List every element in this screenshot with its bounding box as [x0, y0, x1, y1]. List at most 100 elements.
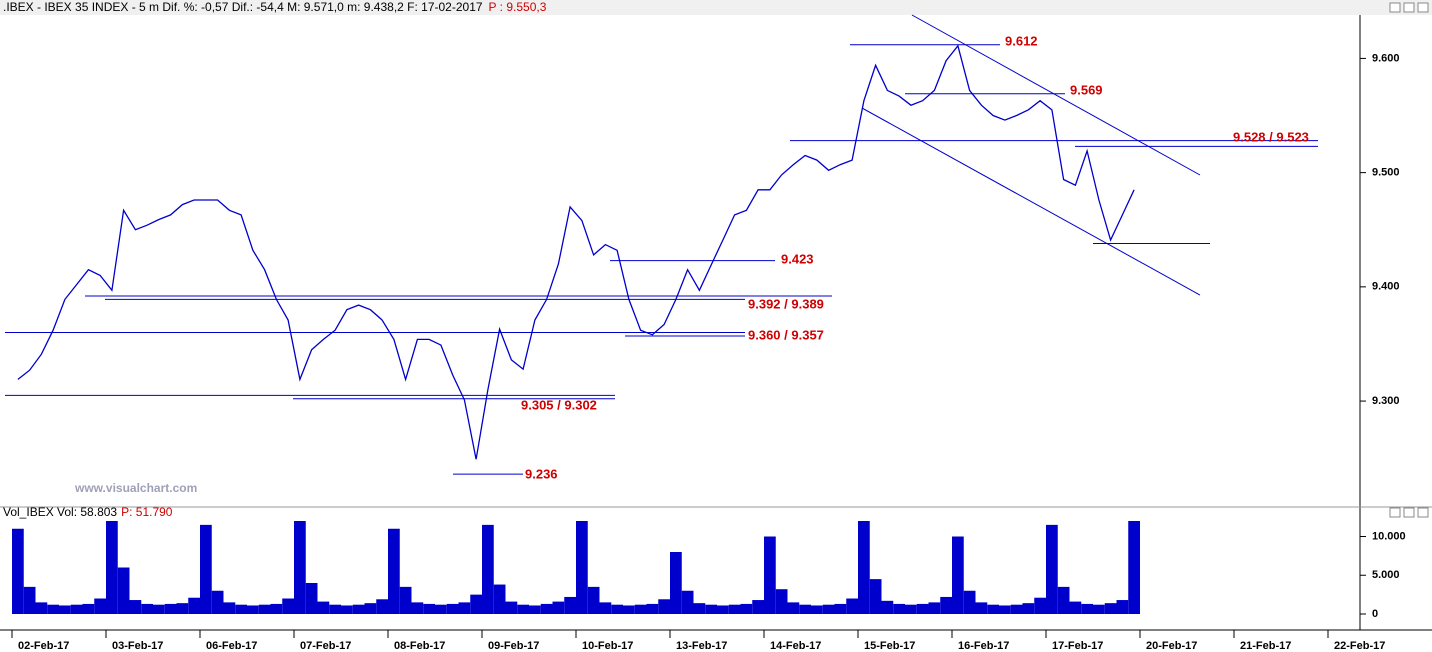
volume-bar: [834, 603, 847, 614]
volume-bar: [258, 604, 271, 614]
x-tick-label: 08-Feb-17: [394, 640, 445, 652]
volume-bar: [599, 602, 612, 614]
button[interactable]: [1403, 2, 1415, 13]
header-title: .IBEX - IBEX 35 INDEX - 5 m Dif. %: -0,5…: [3, 0, 547, 14]
x-tick-label: 06-Feb-17: [206, 640, 257, 652]
x-tick-label: 17-Feb-17: [1052, 640, 1103, 652]
volume-bar: [176, 603, 189, 614]
volume-bar: [70, 604, 83, 614]
volume-title: Vol_IBEX Vol: 58.803: [3, 505, 117, 519]
volume-bar: [59, 605, 71, 614]
volume-bar: [129, 600, 142, 614]
volume-bar: [881, 600, 894, 614]
x-tick-label: 07-Feb-17: [300, 640, 351, 652]
x-tick-label: 15-Feb-17: [864, 640, 915, 652]
volume-bar: [270, 603, 283, 614]
volume-bar: [999, 605, 1011, 614]
x-tick-label: 03-Feb-17: [112, 640, 163, 652]
volume-bar: [505, 601, 518, 614]
volume-bar: [94, 598, 106, 614]
x-tick-label: 22-Feb-17: [1334, 640, 1385, 652]
volume-bar: [247, 605, 259, 614]
volume-bar: [482, 524, 494, 614]
volume-bar: [211, 590, 224, 614]
volume-bar: [928, 602, 941, 614]
volume-bar: [399, 586, 412, 614]
header-text: .IBEX - IBEX 35 INDEX - 5 m Dif. %: -0,5…: [3, 0, 483, 14]
volume-bar: [47, 604, 59, 614]
volume-bar: [341, 605, 353, 614]
y-tick-label: 9.500: [1372, 167, 1400, 179]
volume-bar: [540, 603, 553, 614]
header-bar: [0, 0, 1432, 15]
volume-bar: [282, 598, 294, 614]
volume-bar: [493, 584, 506, 614]
volume-bar: [1010, 604, 1023, 614]
button[interactable]: [1403, 507, 1415, 518]
volume-bar: [200, 524, 212, 614]
window-buttons[interactable]: [1389, 2, 1429, 518]
level-label: 9.305 / 9.302: [521, 397, 597, 412]
volume-bar: [423, 603, 435, 614]
header-price: P : 9.550,3: [489, 0, 547, 14]
button[interactable]: [1389, 2, 1401, 13]
volume-bar: [705, 604, 717, 614]
volume-bar: [1104, 603, 1117, 614]
y-tick-label: 9.300: [1372, 395, 1400, 407]
x-tick-label: 16-Feb-17: [958, 640, 1009, 652]
volume-bar: [305, 583, 318, 614]
button[interactable]: [1417, 507, 1429, 518]
volume-bar: [1116, 600, 1129, 614]
volume-bar: [458, 602, 471, 614]
level-label: 9.360 / 9.357: [748, 327, 824, 342]
volume-bar: [364, 603, 377, 614]
volume-bar: [294, 521, 306, 614]
volume-bar: [752, 600, 764, 614]
volume-bar: [1057, 586, 1070, 614]
level-label: 9.612: [1005, 33, 1038, 48]
volume-bar: [164, 603, 177, 614]
volume-header: Vol_IBEX Vol: 58.803 P: 51.790: [3, 505, 173, 519]
volume-bar: [858, 521, 870, 614]
volume-bar: [905, 604, 917, 614]
volume-bar: [728, 604, 741, 614]
volume-bar: [940, 596, 952, 614]
x-tick-label: 02-Feb-17: [18, 640, 69, 652]
button[interactable]: [1389, 507, 1401, 518]
volume-price: P: 51.790: [121, 505, 173, 519]
volume-bar: [352, 604, 365, 614]
volume-bar: [12, 528, 24, 614]
volume-bar: [623, 605, 635, 614]
volume-bar: [611, 604, 623, 614]
volume-bar: [587, 586, 600, 614]
level-label: 9.236: [525, 466, 558, 481]
volume-bar: [987, 604, 999, 614]
volume-bar: [117, 567, 130, 614]
y-tick-label: 9.400: [1372, 281, 1400, 293]
volume-bar: [952, 536, 964, 614]
volume-bar: [1093, 604, 1105, 614]
x-tick-label: 21-Feb-17: [1240, 640, 1291, 652]
volume-bar: [153, 604, 165, 614]
x-tick-label: 10-Feb-17: [582, 640, 633, 652]
volume-bar: [23, 586, 36, 614]
channel-line: [861, 107, 1201, 296]
volume-bar: [717, 605, 729, 614]
x-tick-label: 20-Feb-17: [1146, 640, 1197, 652]
y-tick-label: 10.000: [1372, 530, 1406, 542]
volume-bar: [634, 604, 647, 614]
volume-bar: [811, 605, 823, 614]
volume-bar: [470, 594, 482, 614]
y-tick-label: 0: [1372, 608, 1378, 620]
volume-bar: [435, 604, 447, 614]
volume-bar: [388, 528, 400, 614]
volume-bar: [787, 602, 800, 614]
channel-line: [911, 14, 1201, 176]
level-label: 9.569: [1070, 82, 1103, 97]
level-label: 9.528 / 9.523: [1233, 129, 1309, 144]
volume-bar: [893, 603, 905, 614]
button[interactable]: [1417, 2, 1429, 13]
level-label: 9.392 / 9.389: [748, 296, 824, 311]
watermark: www.visualchart.com: [74, 481, 197, 495]
